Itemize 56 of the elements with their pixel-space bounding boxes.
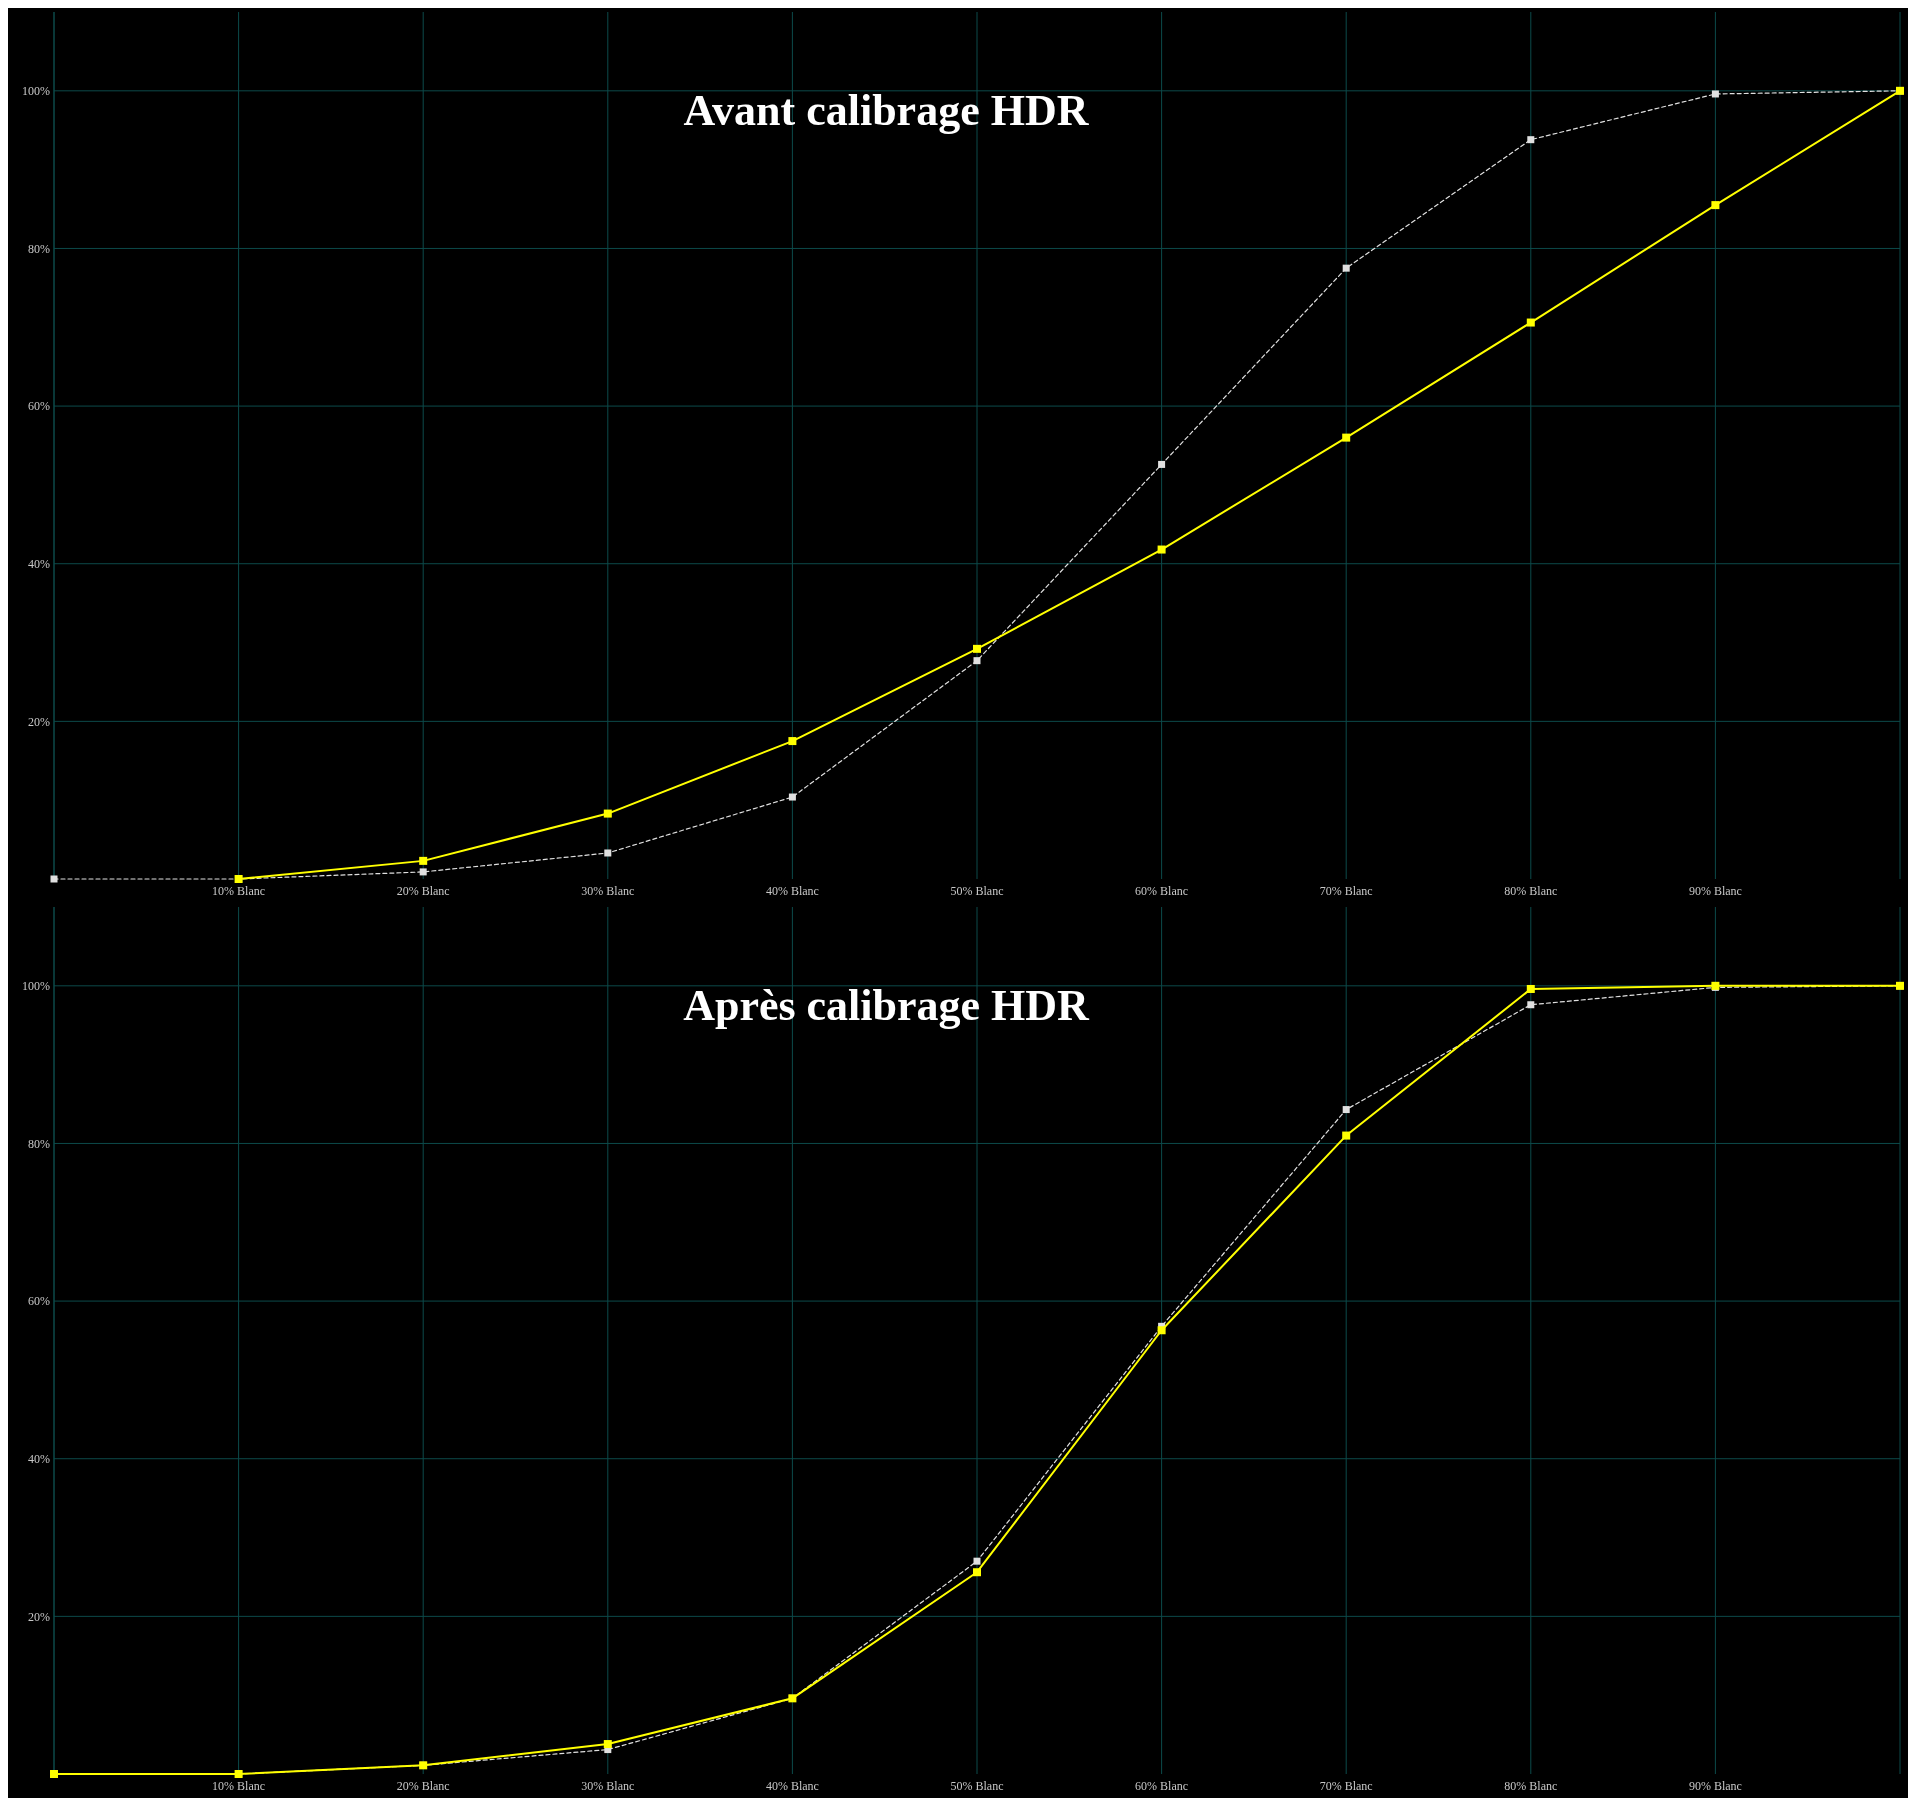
x-tick-label: 40% Blanc (765, 1779, 819, 1793)
y-tick-label: 60% (28, 1294, 50, 1309)
point (419, 868, 427, 876)
y-tick-label: 20% (28, 1609, 50, 1624)
point (1711, 90, 1719, 98)
x-tick-label: 80% Blanc (1504, 1779, 1558, 1793)
point (50, 875, 58, 883)
point (788, 793, 796, 801)
point (50, 1770, 58, 1778)
x-tick-label: 90% Blanc (1688, 1779, 1742, 1793)
x-tick-label: 50% Blanc (950, 1779, 1004, 1793)
x-tick-label: 30% Blanc (581, 1779, 635, 1793)
point (1342, 433, 1351, 442)
point (1158, 460, 1166, 468)
point (1526, 318, 1535, 327)
x-tick-label: 50% Blanc (950, 884, 1004, 898)
x-tick-label: 60% Blanc (1135, 884, 1189, 898)
text: Avant calibrage HDR (683, 85, 1090, 135)
y-tick-label: 80% (28, 1136, 50, 1151)
point (603, 809, 612, 818)
point (1527, 1001, 1535, 1009)
point (1527, 136, 1535, 144)
x-tick-label: 80% Blanc (1504, 884, 1558, 898)
point (1526, 984, 1535, 993)
point (788, 737, 797, 746)
point (973, 644, 981, 653)
point (1342, 1106, 1350, 1114)
point (1157, 1326, 1166, 1335)
point (419, 856, 428, 865)
text: Après calibrage HDR (683, 980, 1091, 1030)
x-tick-label: 20% Blanc (396, 1779, 450, 1793)
point (973, 1557, 981, 1565)
x-tick-label: 40% Blanc (765, 884, 819, 898)
y-tick-label: 100% (22, 84, 50, 99)
y-tick-label: 40% (28, 1451, 50, 1466)
x-tick-label: 60% Blanc (1135, 1779, 1189, 1793)
point (1342, 264, 1350, 272)
point (973, 657, 981, 665)
x-tick-label: 10% Blanc (212, 1779, 266, 1793)
y-tick-label: 60% (28, 399, 50, 414)
point (1342, 1131, 1351, 1140)
point (1157, 545, 1166, 554)
point (603, 1740, 612, 1749)
point (973, 1568, 981, 1577)
x-tick-label: 90% Blanc (1688, 884, 1742, 898)
x-tick-label: 70% Blanc (1319, 884, 1373, 898)
x-tick-label: 10% Blanc (212, 884, 266, 898)
y-tick-label: 20% (28, 714, 50, 729)
x-tick-label: 20% Blanc (396, 884, 450, 898)
y-tick-label: 80% (28, 241, 50, 256)
y-tick-label: 100% (22, 979, 50, 994)
x-tick-label: 30% Blanc (581, 884, 635, 898)
y-tick-label: 40% (28, 556, 50, 571)
x-tick-label: 70% Blanc (1319, 1779, 1373, 1793)
point (1711, 201, 1720, 210)
point (604, 849, 612, 857)
